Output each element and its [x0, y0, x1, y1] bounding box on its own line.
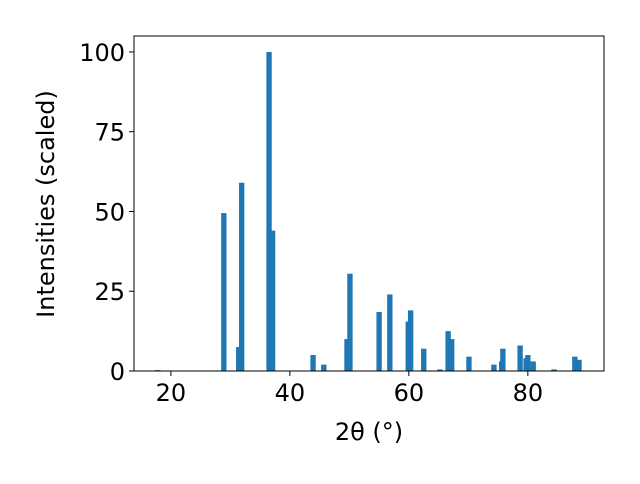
bar [376, 311, 382, 371]
y-tick-label: 25 [94, 278, 125, 306]
y-tick-label: 75 [94, 119, 125, 147]
y-axis-label: Intensities (scaled) [32, 90, 60, 318]
bar [266, 51, 272, 371]
bar [407, 310, 414, 371]
y-tick-label: 0 [110, 358, 125, 386]
bar [572, 356, 578, 371]
bar [551, 369, 557, 371]
bar [491, 364, 497, 371]
y-tick-label: 100 [79, 39, 125, 67]
bar [517, 345, 523, 371]
bar [437, 369, 443, 371]
x-axis-label: 2θ (°) [335, 418, 403, 446]
bar [421, 348, 427, 371]
bar [347, 273, 353, 371]
x-tick-label: 20 [156, 379, 187, 407]
bar [449, 339, 455, 371]
bar [387, 294, 393, 371]
bar [500, 348, 506, 371]
bar [239, 182, 245, 371]
bar [466, 356, 472, 371]
x-tick-label: 80 [513, 379, 544, 407]
bar [445, 331, 451, 371]
bar [525, 355, 531, 371]
bar [530, 361, 536, 371]
x-tick-label: 60 [394, 379, 425, 407]
bar [576, 359, 582, 371]
plot-frame [133, 35, 605, 372]
bar [310, 355, 316, 371]
y-tick-label: 50 [94, 198, 125, 226]
bar [321, 364, 327, 371]
bar [269, 230, 276, 371]
bar [344, 339, 350, 371]
bar [236, 347, 242, 371]
bar [221, 213, 227, 371]
x-tick-label: 40 [275, 379, 306, 407]
